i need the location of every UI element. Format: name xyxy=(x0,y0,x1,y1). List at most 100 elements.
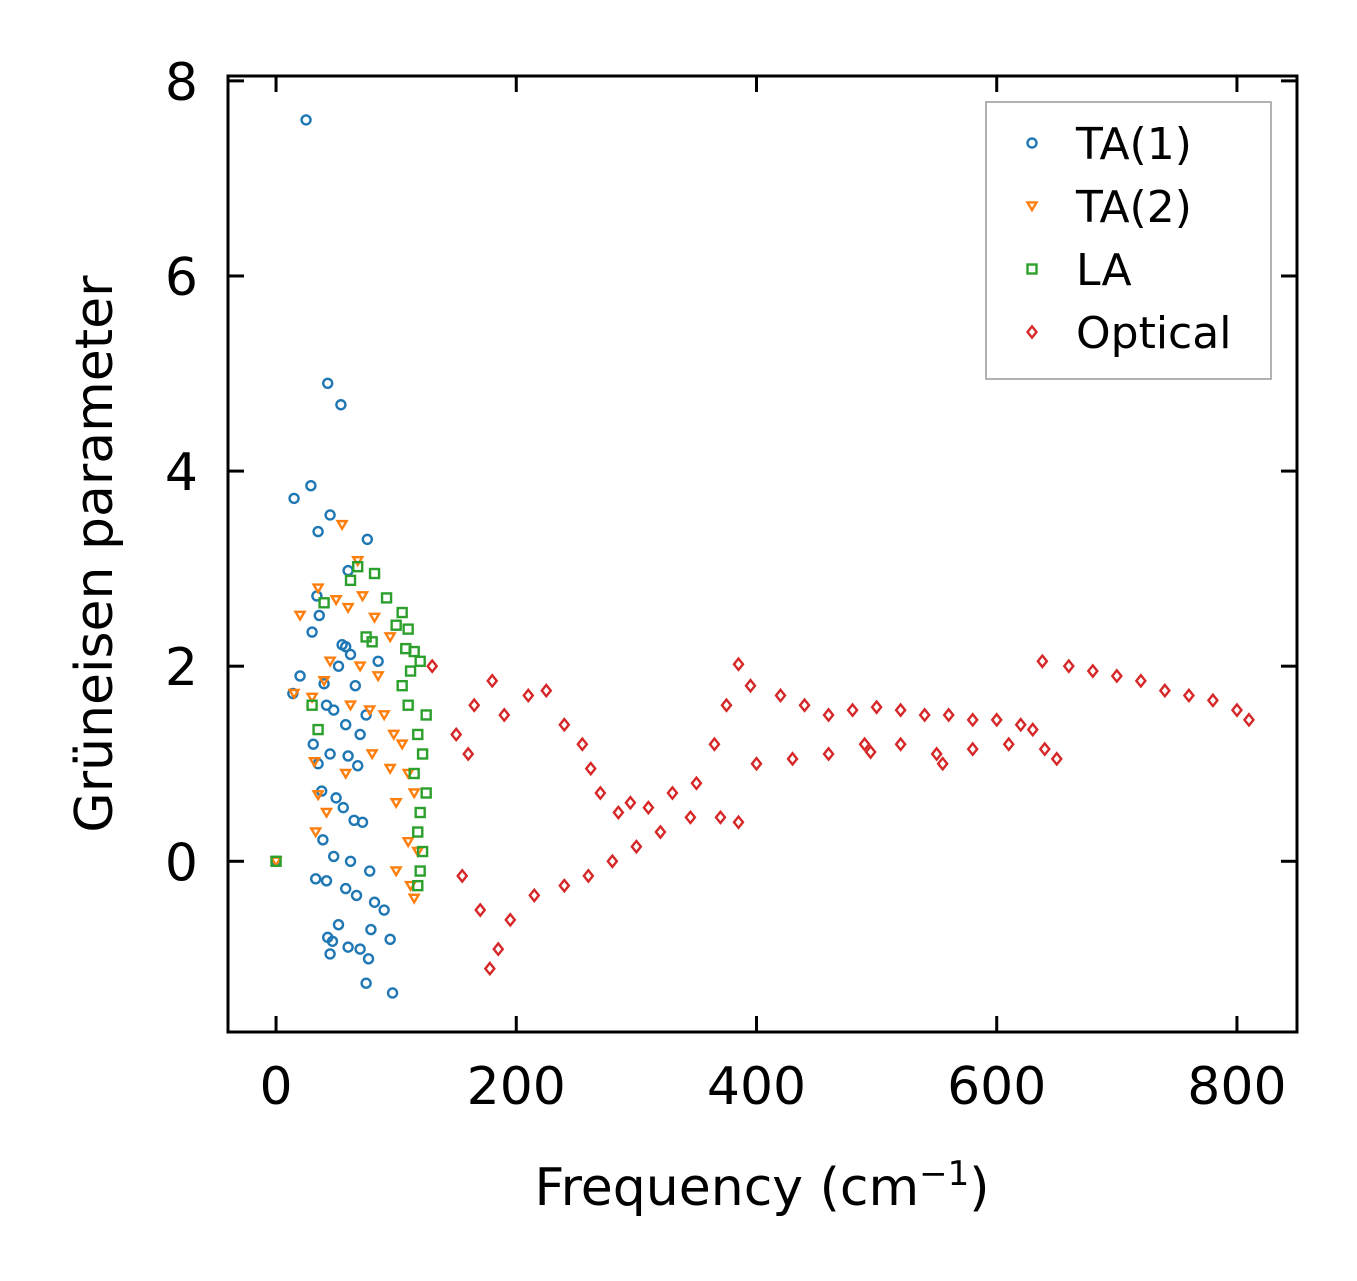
data-point xyxy=(305,480,317,492)
data-point xyxy=(1242,712,1255,728)
data-point xyxy=(313,609,325,622)
data-point xyxy=(317,834,329,846)
data-point xyxy=(396,606,408,619)
data-point xyxy=(584,761,597,777)
data-point xyxy=(1062,658,1075,674)
data-point xyxy=(642,800,655,816)
data-point xyxy=(404,665,417,677)
data-point xyxy=(420,787,432,799)
y-tick-label: 6 xyxy=(165,248,198,308)
data-point xyxy=(270,855,282,867)
data-point xyxy=(362,953,375,965)
data-point xyxy=(329,595,343,607)
data-point xyxy=(352,560,364,573)
data-point xyxy=(426,658,439,674)
series-ta-1 xyxy=(270,114,399,999)
data-point xyxy=(371,671,385,683)
legend-item: TA(1) xyxy=(1026,119,1192,170)
data-point xyxy=(1036,653,1049,669)
data-point xyxy=(492,941,505,957)
data-point xyxy=(1230,702,1243,718)
data-point xyxy=(383,763,397,776)
data-point xyxy=(456,868,469,884)
data-point xyxy=(732,814,745,830)
data-point xyxy=(307,756,322,769)
data-point xyxy=(486,673,499,689)
data-point xyxy=(396,679,408,692)
data-point xyxy=(305,692,319,704)
data-point xyxy=(323,656,337,668)
data-point xyxy=(654,824,667,840)
data-point xyxy=(387,729,401,741)
x-axis-label-superscript: −1 xyxy=(919,1154,969,1194)
legend: TA(1) TA(2) LA Optical xyxy=(985,101,1272,380)
data-point xyxy=(335,519,349,532)
data-point xyxy=(367,612,382,624)
data-point xyxy=(894,702,907,718)
legend-label: TA(1) xyxy=(1075,119,1192,170)
data-point xyxy=(684,809,697,825)
legend-item: Optical xyxy=(1025,308,1231,359)
data-point xyxy=(498,707,511,723)
legend-item: TA(2) xyxy=(1025,182,1192,233)
data-point xyxy=(462,746,475,762)
data-point xyxy=(342,750,354,762)
data-point xyxy=(341,602,355,615)
data-point xyxy=(774,687,787,703)
data-point xyxy=(309,873,322,885)
data-point xyxy=(318,597,330,609)
data-point xyxy=(504,912,517,928)
data-point xyxy=(353,661,367,673)
series-la xyxy=(270,560,432,892)
data-point xyxy=(384,933,396,946)
data-point xyxy=(365,749,379,761)
data-point xyxy=(364,865,376,877)
legend-marker xyxy=(1026,137,1038,149)
data-point xyxy=(407,893,421,905)
data-point xyxy=(354,943,366,955)
data-point xyxy=(342,941,354,953)
data-point xyxy=(372,655,384,668)
data-point xyxy=(474,902,487,918)
data-point xyxy=(414,655,426,668)
data-point xyxy=(870,699,883,715)
data-point xyxy=(822,746,835,762)
x-axis-label-close: ) xyxy=(969,1158,989,1218)
data-point xyxy=(344,648,357,661)
data-point xyxy=(363,705,377,717)
data-point xyxy=(320,875,333,887)
data-point xyxy=(377,710,391,722)
data-point xyxy=(378,904,390,916)
data-point xyxy=(412,728,424,741)
data-point xyxy=(309,827,323,839)
x-tick-label: 400 xyxy=(707,1057,806,1117)
data-point xyxy=(708,736,721,752)
data-point xyxy=(414,806,426,819)
data-point xyxy=(450,726,463,743)
data-point xyxy=(1182,687,1195,703)
data-point xyxy=(307,738,319,750)
data-point xyxy=(558,717,571,733)
x-tick-label: 800 xyxy=(1187,1057,1286,1117)
data-point xyxy=(420,709,432,721)
data-point xyxy=(582,868,595,884)
data-point xyxy=(1086,663,1099,679)
data-point xyxy=(930,746,943,762)
data-point xyxy=(1134,673,1147,689)
y-tick-label: 2 xyxy=(165,638,198,698)
data-point xyxy=(330,792,342,804)
data-point xyxy=(412,879,424,892)
data-point xyxy=(300,114,312,126)
legend-marker xyxy=(1025,324,1039,340)
data-point xyxy=(744,678,757,694)
data-point xyxy=(942,707,955,723)
legend-label: LA xyxy=(1076,245,1132,296)
data-point xyxy=(864,744,877,760)
data-point xyxy=(344,574,357,587)
data-point xyxy=(352,759,364,772)
data-point xyxy=(332,918,345,931)
data-point xyxy=(630,839,643,855)
data-point xyxy=(318,678,330,690)
series-optical xyxy=(426,653,1255,977)
